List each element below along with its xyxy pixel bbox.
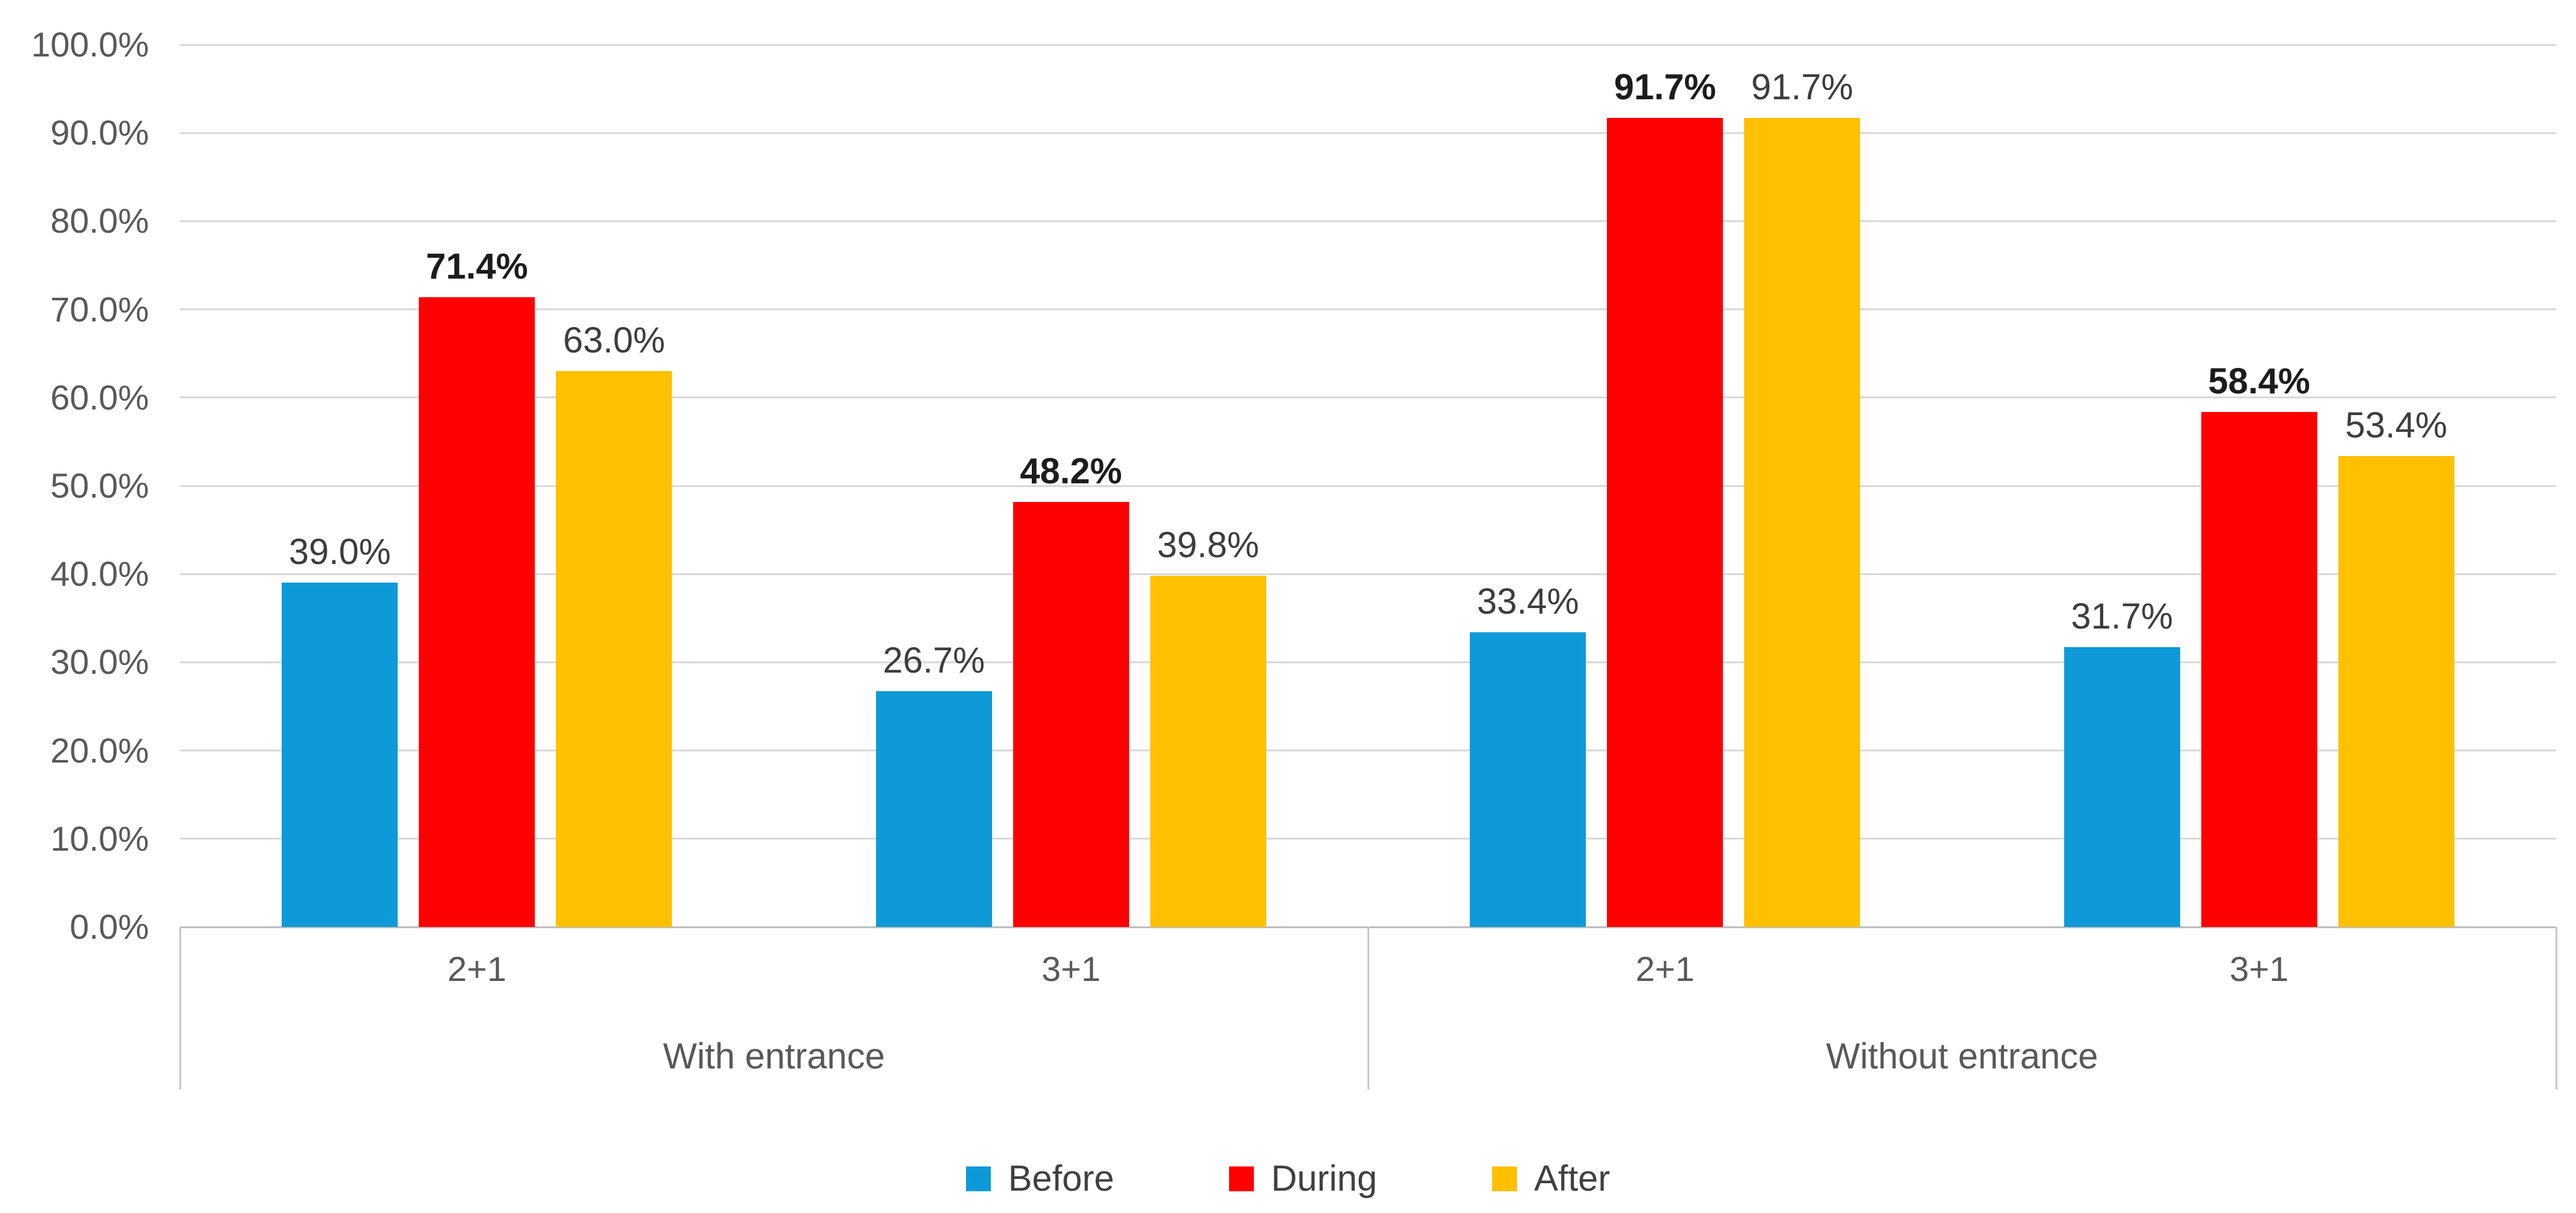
before-swatch-icon <box>965 1166 991 1191</box>
y-tick-label: 60.0% <box>50 377 149 417</box>
bar-after <box>556 371 673 927</box>
y-tick-label: 90.0% <box>50 113 149 153</box>
category-label: 3+1 <box>2229 949 2289 988</box>
y-tick-label: 100.0% <box>31 25 149 64</box>
gridline <box>180 132 2556 134</box>
y-tick-label: 30.0% <box>50 642 149 682</box>
axis-dropline <box>2555 927 2557 1090</box>
y-tick-label: 80.0% <box>50 201 149 241</box>
bar-during <box>2201 411 2317 927</box>
x-axis: 2+1 3+1 2+1 3+1 With entrance Without entranc… <box>179 927 2557 1132</box>
y-tick-label: 0.0% <box>69 907 149 946</box>
data-label: 48.2% <box>1020 450 1122 491</box>
bar-after <box>1150 576 1266 927</box>
data-label: 63.0% <box>563 320 665 361</box>
legend-item-before: Before <box>965 1158 1114 1199</box>
data-label: 31.7% <box>2071 596 2173 637</box>
axis-dropline <box>1367 927 1369 1090</box>
legend: Before During After <box>0 1149 2576 1208</box>
bar-before <box>282 583 398 927</box>
data-label: 91.7% <box>1614 67 1716 108</box>
gridline <box>180 308 2556 311</box>
axis-dropline <box>179 927 181 1090</box>
legend-item-after: After <box>1491 1158 1611 1199</box>
legend-item-during: During <box>1228 1158 1377 1199</box>
y-tick-label: 40.0% <box>50 554 149 594</box>
data-label: 39.8% <box>1157 525 1259 566</box>
after-swatch-icon <box>1491 1166 1517 1191</box>
bar-after <box>2338 455 2454 927</box>
legend-label: During <box>1271 1158 1377 1199</box>
data-label: 58.4% <box>2208 360 2310 401</box>
gridline <box>180 220 2556 222</box>
group-label: Without entrance <box>1826 1036 2098 1076</box>
gridline <box>180 485 2556 487</box>
bar-during <box>1607 118 1724 927</box>
bar-during <box>419 297 535 927</box>
y-tick-label: 10.0% <box>50 818 149 858</box>
y-tick-label: 70.0% <box>50 289 149 329</box>
y-tick-label: 20.0% <box>50 730 149 770</box>
data-label: 53.4% <box>2345 405 2448 445</box>
group-label: With entrance <box>663 1036 885 1076</box>
data-label: 33.4% <box>1477 581 1579 622</box>
y-axis: 0.0% 10.0% 20.0% 30.0% 40.0% 50.0% 60.0% 70.0% 8… <box>0 0 149 1213</box>
category-label: 2+1 <box>1635 949 1695 988</box>
gridline <box>180 396 2556 399</box>
legend-label: After <box>1534 1158 1611 1199</box>
data-label: 91.7% <box>1751 67 1853 108</box>
y-tick-label: 50.0% <box>50 466 149 505</box>
data-label: 71.4% <box>426 246 528 287</box>
gridline <box>180 661 2556 663</box>
bar-before <box>875 691 992 927</box>
legend-label: Before <box>1008 1158 1114 1199</box>
data-label: 39.0% <box>288 532 391 573</box>
gridline <box>180 838 2556 840</box>
category-label: 3+1 <box>1041 949 1101 988</box>
bar-after <box>1744 118 1861 927</box>
during-swatch-icon <box>1228 1166 1254 1191</box>
gridline <box>180 43 2556 46</box>
bar-before <box>2064 647 2180 927</box>
gridline <box>180 750 2556 752</box>
bar-before <box>1470 632 1586 927</box>
plot-area: 39.0% 71.4% 63.0% 26.7% 48.2% 39.8% 33.4% 91.7%… <box>180 43 2556 928</box>
bar-during <box>1013 501 1129 927</box>
data-label: 26.7% <box>883 640 985 681</box>
gridline <box>180 573 2556 575</box>
category-label: 2+1 <box>447 949 507 988</box>
